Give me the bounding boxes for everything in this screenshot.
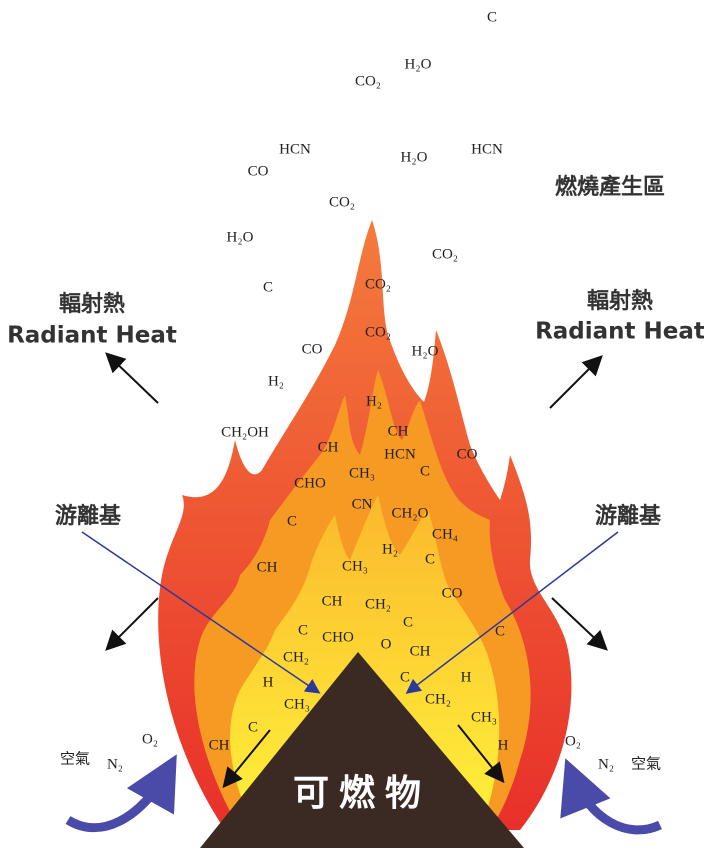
molecule-label: H	[461, 669, 472, 685]
molecule-label: C	[495, 623, 505, 639]
molecule-label: CO₂	[329, 194, 355, 210]
zone-label: 燃燒產生區	[555, 174, 665, 200]
molecule-label: CHO	[294, 475, 326, 491]
radiant-en: Radiant Heat	[7, 323, 177, 349]
molecule-label: CH	[257, 559, 278, 575]
molecule-label: CO	[302, 341, 323, 357]
molecule-label: HCN	[279, 141, 311, 157]
molecule-label: CO	[442, 585, 463, 601]
fuel-label: 可燃物	[293, 773, 431, 814]
molecule-label: HCN	[471, 141, 503, 157]
molecule-label: CH₄	[432, 526, 458, 542]
molecule-label: CH₃	[284, 696, 310, 712]
fuel-triangle	[200, 652, 524, 848]
molecule-label: CH₂	[283, 649, 309, 665]
molecule-label: CH	[209, 737, 230, 753]
molecule-label: H₂	[366, 393, 382, 409]
molecule-label: H₂O	[401, 149, 428, 165]
molecule-label: C	[420, 463, 430, 479]
molecule-label: H₂	[382, 541, 398, 557]
molecule-label: 空氣	[631, 755, 661, 772]
molecule-label: CO	[457, 446, 478, 462]
arrow	[105, 352, 159, 404]
molecule-label: C	[248, 719, 258, 735]
molecule-label: H	[263, 674, 274, 690]
molecule-label: CH₃	[349, 465, 375, 481]
molecule-label: C	[487, 9, 497, 25]
molecule-label: CH₂O	[392, 505, 429, 521]
molecule-label: O₂	[565, 733, 581, 749]
radiant-zh: 輻射熱	[59, 291, 125, 317]
arrow	[105, 597, 159, 651]
molecule-label: H₂	[268, 373, 284, 389]
air-arrow	[65, 754, 177, 833]
molecule-label: C	[403, 614, 413, 630]
arrow	[405, 531, 619, 694]
molecule-label: CH	[388, 423, 409, 439]
molecule-label: CO₂	[365, 324, 391, 340]
molecule-label: H₂O	[412, 343, 439, 359]
molecule-label: CH₂	[425, 691, 451, 707]
molecule-label: C	[287, 513, 297, 529]
molecule-label: CH₂	[365, 596, 391, 612]
molecule-label: CH₃	[342, 558, 368, 574]
arrow	[457, 724, 505, 784]
radical-label: 游離基	[55, 503, 122, 529]
molecule-label: CH	[322, 593, 343, 609]
molecule-label: CH	[410, 643, 431, 659]
radiant-en: Radiant Heat	[535, 319, 704, 345]
molecule-label: CO₂	[432, 246, 458, 262]
molecule-label: C	[400, 669, 410, 685]
molecule-label: C	[425, 551, 435, 567]
arrow	[81, 531, 321, 694]
molecule-label: N₂	[598, 756, 614, 772]
molecule-label: CN	[352, 496, 373, 512]
molecule-label: O₂	[142, 731, 158, 747]
molecule-label: CO₂	[355, 73, 381, 89]
molecule-label: 空氣	[60, 750, 90, 767]
molecule-label: H₂O	[405, 56, 432, 72]
arrow	[551, 597, 608, 651]
molecule-label: H	[498, 737, 509, 753]
arrow	[222, 729, 271, 789]
air-arrow	[560, 758, 662, 835]
arrow	[549, 355, 603, 409]
molecule-label: O	[381, 636, 392, 652]
molecule-label: C	[298, 622, 308, 638]
molecule-label: HCN	[384, 446, 416, 462]
radical-label: 游離基	[595, 503, 662, 529]
radiant-zh: 輻射熱	[587, 288, 653, 314]
molecule-label: CO	[248, 163, 269, 179]
molecule-label: CH₂OH	[221, 424, 269, 440]
molecule-label: CHO	[322, 629, 354, 645]
molecule-label: CH	[318, 439, 339, 455]
molecule-label: C	[263, 279, 273, 295]
molecule-label: N₂	[107, 756, 123, 772]
molecule-label: H₂O	[227, 229, 254, 245]
arrows	[65, 352, 662, 835]
molecule-label: CO₂	[365, 276, 391, 292]
molecule-label: CH₃	[471, 709, 497, 725]
